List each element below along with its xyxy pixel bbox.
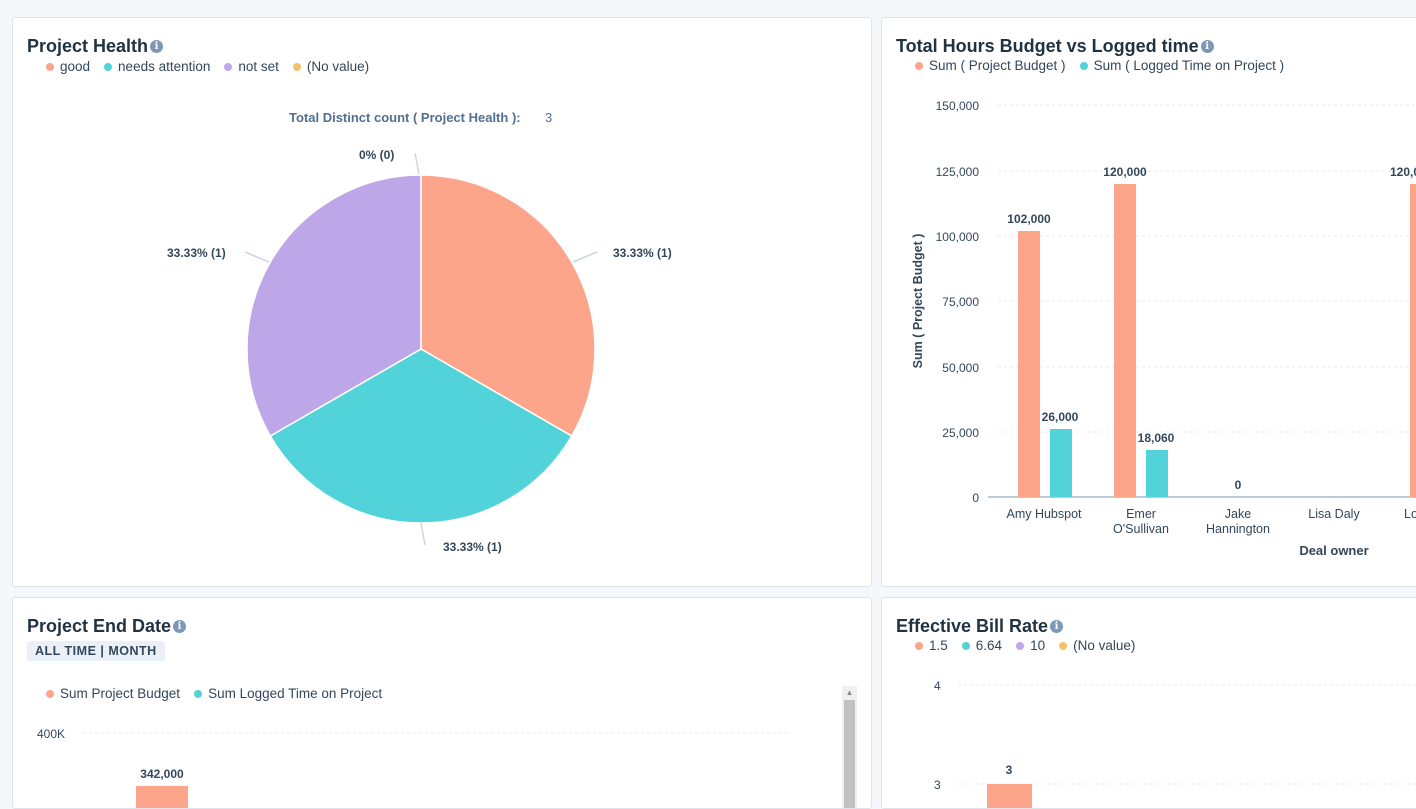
project-health-card: Project Health i good needs attention no… [12, 17, 872, 587]
pie-chart: Total Distinct count ( Project Health ):… [167, 110, 672, 554]
hours-budget-title: Total Hours Budget vs Logged time i [896, 36, 1214, 57]
legend-item[interactable]: 1.5 [915, 638, 948, 653]
bar-label: 0 [1235, 478, 1242, 492]
y-tick-label: 75,000 [942, 295, 979, 309]
hours-budget-legend: Sum ( Project Budget ) Sum ( Logged Time… [915, 58, 1284, 73]
project-end-date-card: Project End Date i ALL TIME | MONTH Sum … [12, 597, 872, 809]
pie-total-value: 3 [545, 110, 552, 125]
y-tick-label: 0 [972, 491, 979, 505]
date-range-tag: ALL TIME | MONTH [27, 641, 165, 661]
scroll-up-arrow[interactable]: ▲ [845, 688, 854, 697]
legend-item[interactable]: needs attention [104, 59, 210, 74]
legend-item[interactable]: Sum ( Project Budget ) [915, 58, 1066, 73]
pie-leader-line [414, 152, 420, 175]
x-tick-label: Hannington [1206, 522, 1270, 536]
bar-label: 102,000 [1007, 212, 1051, 226]
scroll-thumb[interactable] [844, 700, 855, 808]
legend-dot [292, 62, 301, 71]
y-tick-label: 150,000 [936, 99, 980, 113]
legend-dot [915, 61, 923, 70]
bar-project-budget[interactable] [136, 786, 188, 808]
bar-label: 26,000 [1042, 410, 1079, 424]
bar-emer-logged[interactable] [1146, 450, 1168, 497]
chart-scrollbar[interactable]: ▲ [842, 686, 857, 808]
bar-emer-budget[interactable] [1114, 184, 1136, 497]
y-tick-label: 400K [37, 727, 65, 741]
bill-rate-legend: 1.5 6.64 10 (No value) [915, 638, 1135, 653]
bar-label: 342,000 [140, 767, 184, 781]
x-tick-label: Jake [1225, 507, 1251, 521]
y-tick-label: 100,000 [936, 230, 980, 244]
legend-dot [915, 641, 923, 650]
effective-bill-rate-title: Effective Bill Rate i [896, 616, 1064, 637]
pie-slice-good[interactable] [420, 174, 596, 438]
info-icon[interactable]: i [150, 40, 164, 53]
bar-label: 18,060 [1138, 431, 1175, 445]
end-date-bar-chart: 400K 342,000 [37, 727, 788, 808]
hours-budget-card: Total Hours Budget vs Logged time i Sum … [881, 17, 1416, 587]
bar-log-budget[interactable] [1410, 184, 1416, 497]
y-tick-label: 25,000 [942, 426, 979, 440]
legend-dot [1016, 641, 1025, 650]
project-health-legend: good needs attention not set (No value) [46, 59, 369, 74]
x-tick-label: Lisa Daly [1308, 507, 1360, 521]
bar-label: 3 [1006, 763, 1013, 777]
pie-label-needs-attention: 33.33% (1) [443, 540, 502, 554]
bar-label: 120,000 [1103, 165, 1147, 179]
legend-item[interactable]: (No value) [1059, 638, 1135, 653]
project-health-title: Project Health i [27, 36, 164, 57]
legend-item[interactable]: Sum Logged Time on Project [194, 686, 382, 701]
legend-item[interactable]: 10 [1016, 638, 1045, 653]
legend-item[interactable]: 6.64 [961, 638, 1002, 653]
legend-item[interactable]: Sum ( Logged Time on Project ) [1079, 58, 1284, 73]
legend-item[interactable]: (No value) [292, 59, 369, 74]
x-tick-label: Amy Hubspot [1006, 507, 1082, 521]
bar-label: 120,0 [1390, 165, 1416, 179]
legend-dot [46, 62, 54, 71]
project-end-date-title: Project End Date i [27, 616, 187, 637]
legend-dot [224, 62, 233, 71]
y-tick-label: 4 [934, 679, 941, 693]
info-icon[interactable]: i [173, 620, 187, 633]
x-tick-label: O'Sullivan [1113, 522, 1169, 536]
pie-leader-line [420, 522, 426, 546]
pie-label-not-set: 33.33% (1) [167, 246, 226, 260]
hours-bar-chart: 150,000 125,000 100,000 75,000 50,000 25… [911, 99, 1416, 558]
legend-item[interactable]: good [46, 59, 90, 74]
end-date-legend: Sum Project Budget Sum Logged Time on Pr… [46, 686, 382, 701]
bill-rate-bar-chart: 4 3 3 [934, 679, 1416, 808]
legend-dot [104, 62, 113, 71]
legend-dot [46, 689, 54, 698]
legend-dot [194, 689, 203, 698]
pie-leader-line [244, 251, 270, 263]
info-icon[interactable]: i [1050, 620, 1064, 633]
y-tick-label: 50,000 [942, 361, 979, 375]
pie-label-zero: 0% (0) [359, 148, 394, 162]
pie-leader-line [572, 251, 598, 263]
legend-dot [961, 641, 970, 650]
x-axis-title: Deal owner [1299, 543, 1368, 558]
x-tick-label: Log [1404, 507, 1416, 521]
y-tick-label: 3 [934, 778, 941, 792]
legend-item[interactable]: Sum Project Budget [46, 686, 180, 701]
y-axis-title: Sum ( Project Budget ) [911, 234, 925, 369]
x-tick-label: Emer [1126, 507, 1156, 521]
bar-amy-logged[interactable] [1050, 429, 1072, 497]
legend-item[interactable]: not set [224, 59, 279, 74]
effective-bill-rate-card: Effective Bill Rate i 1.5 6.64 10 (No va… [881, 597, 1416, 809]
pie-label-good: 33.33% (1) [613, 246, 672, 260]
bar-bill-rate[interactable] [987, 784, 1032, 808]
legend-dot [1059, 641, 1068, 650]
pie-slice-not-set[interactable] [246, 174, 422, 438]
y-tick-label: 125,000 [936, 165, 980, 179]
legend-dot [1079, 61, 1088, 70]
bar-amy-budget[interactable] [1018, 231, 1040, 497]
info-icon[interactable]: i [1200, 40, 1214, 53]
pie-total-label: Total Distinct count ( Project Health ): [289, 110, 521, 125]
